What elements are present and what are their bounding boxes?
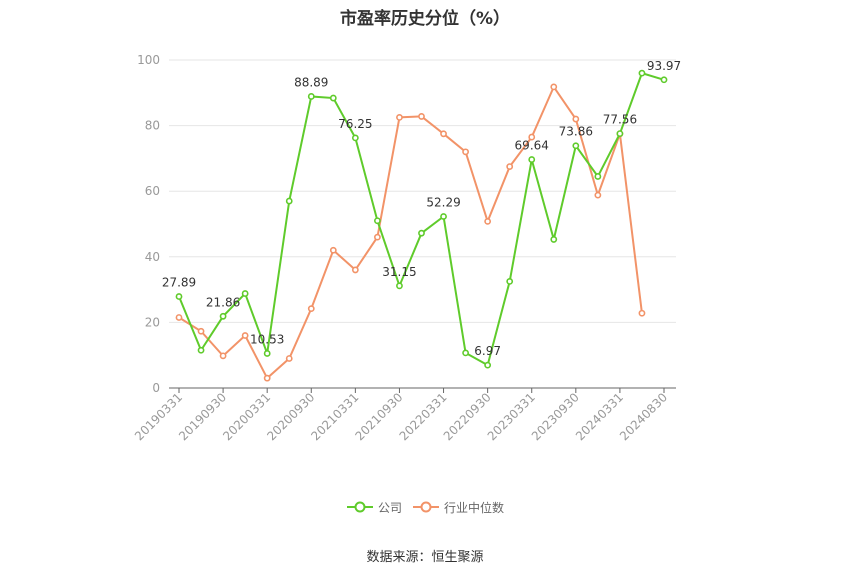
data-point-industry[interactable] (197, 327, 205, 335)
data-point-company[interactable] (440, 213, 447, 220)
data-point-industry[interactable] (351, 266, 359, 274)
data-label-company: 31.15 (382, 265, 416, 279)
data-point-company[interactable] (285, 197, 293, 205)
y-tick-label: 20 (145, 315, 160, 329)
data-source: 数据来源：恒生聚源 (0, 546, 850, 565)
data-point-industry[interactable] (506, 163, 514, 170)
data-point-industry[interactable] (219, 352, 227, 360)
data-point-company[interactable] (374, 217, 381, 225)
line-chart: 0204060801002019033120190930202003312020… (132, 53, 681, 443)
data-label-company: 88.89 (294, 75, 328, 89)
data-point-industry[interactable] (396, 114, 403, 121)
data-point-company[interactable] (550, 236, 558, 243)
data-point-industry[interactable] (638, 309, 646, 317)
series-layer (175, 69, 668, 382)
data-label-company: 21.86 (206, 295, 240, 309)
y-tick-label: 80 (145, 119, 160, 133)
data-point-company[interactable] (572, 142, 580, 150)
data-point-industry[interactable] (329, 246, 337, 254)
data-point-industry[interactable] (440, 130, 447, 138)
grid-lines (169, 59, 676, 323)
data-point-company[interactable] (506, 277, 514, 285)
data-label-company: 93.97 (647, 59, 681, 73)
y-tick-label: 60 (145, 184, 160, 198)
data-point-company[interactable] (594, 173, 602, 180)
data-point-industry[interactable] (263, 374, 271, 382)
legend-item-industry[interactable]: 行业中位数 (413, 497, 504, 517)
data-point-industry[interactable] (550, 83, 558, 91)
legend-label-industry: 行业中位数 (444, 500, 505, 515)
data-point-industry[interactable] (285, 355, 293, 362)
data-point-company[interactable] (484, 361, 492, 369)
data-point-company[interactable] (197, 346, 205, 354)
data-point-company[interactable] (638, 69, 646, 77)
data-point-company[interactable] (219, 312, 227, 320)
data-point-industry[interactable] (528, 133, 536, 141)
legend-label-company: 公司 (378, 500, 403, 515)
data-point-industry[interactable] (175, 314, 183, 321)
data-labels: 27.89 21.86 10.53 88.89 76.25 31.15 52.29 6.97 6… (162, 59, 681, 358)
source-value: 恒生聚源 (431, 550, 484, 565)
data-point-company[interactable] (396, 282, 403, 290)
y-tick-label: 40 (145, 250, 160, 264)
data-point-company[interactable] (528, 156, 536, 163)
data-point-company[interactable] (660, 76, 668, 84)
data-point-company[interactable] (263, 350, 271, 357)
data-point-company[interactable] (329, 94, 337, 102)
data-point-industry[interactable] (594, 191, 602, 199)
source-label: 数据来源： (366, 550, 432, 565)
data-point-company[interactable] (462, 349, 469, 357)
data-point-industry[interactable] (484, 217, 492, 225)
data-label-company: 6.97 (474, 344, 501, 358)
axes: 0204060801002019033120190930202003312020… (132, 53, 676, 443)
data-label-company: 73.86 (559, 125, 593, 139)
data-point-company[interactable] (307, 93, 315, 100)
data-label-company: 69.64 (515, 139, 549, 153)
data-point-industry[interactable] (462, 148, 469, 156)
data-label-company: 76.25 (338, 117, 372, 131)
data-point-company[interactable] (175, 293, 183, 300)
data-label-company: 27.89 (162, 276, 196, 290)
legend-marker-industry (413, 501, 439, 513)
data-label-company: 77.56 (603, 113, 637, 127)
y-tick-label: 0 (152, 381, 160, 395)
x-tick-label: 20240830 (617, 390, 670, 443)
data-point-industry[interactable] (241, 332, 249, 339)
y-tick-label: 100 (137, 53, 160, 67)
data-point-industry[interactable] (572, 115, 580, 123)
legend: 公司 行业中位数 (0, 497, 850, 517)
data-point-industry[interactable] (307, 305, 315, 313)
data-point-company[interactable] (351, 134, 359, 142)
data-point-industry[interactable] (418, 113, 425, 120)
legend-marker-company (347, 501, 373, 513)
legend-item-company[interactable]: 公司 (347, 497, 402, 517)
chart-title: 市盈率历史分位（%） (339, 9, 511, 29)
data-point-industry[interactable] (374, 233, 381, 241)
data-point-company[interactable] (418, 229, 425, 237)
data-point-company[interactable] (616, 130, 624, 138)
data-label-company: 52.29 (426, 195, 460, 209)
data-label-company: 10.53 (250, 332, 284, 346)
data-point-company[interactable] (241, 290, 249, 297)
series-line-industry (178, 84, 643, 380)
